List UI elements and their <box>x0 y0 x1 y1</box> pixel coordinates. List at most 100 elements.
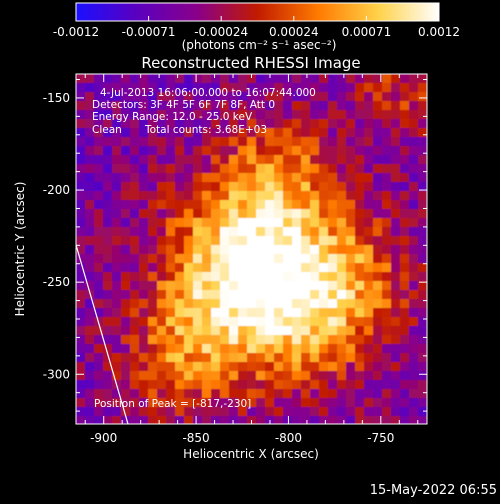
emission-pixel <box>76 281 86 291</box>
emission-pixel <box>148 182 158 192</box>
emission-pixel <box>148 119 158 129</box>
emission-pixel <box>193 209 203 219</box>
emission-pixel <box>175 272 185 282</box>
emission-pixel <box>103 137 113 147</box>
emission-pixel <box>346 227 356 237</box>
emission-pixel <box>355 407 365 417</box>
emission-pixel <box>103 353 113 363</box>
emission-pixel <box>193 236 203 246</box>
emission-pixel <box>391 119 401 129</box>
emission-pixel <box>346 137 356 147</box>
emission-pixel <box>166 155 176 165</box>
emission-pixel <box>121 416 131 424</box>
emission-pixel <box>211 326 221 336</box>
emission-pixel <box>364 101 374 111</box>
emission-pixel <box>121 137 131 147</box>
emission-pixel <box>265 344 275 354</box>
emission-pixel <box>337 128 347 138</box>
emission-pixel <box>355 371 365 381</box>
emission-pixel <box>76 173 86 183</box>
emission-pixel <box>247 128 257 138</box>
emission-pixel <box>130 398 140 408</box>
emission-pixel <box>112 92 122 102</box>
emission-pixel <box>301 308 311 318</box>
emission-pixel <box>274 119 284 129</box>
emission-pixel <box>328 200 338 210</box>
emission-pixel <box>148 164 158 174</box>
emission-pixel <box>130 389 140 399</box>
emission-pixel <box>265 389 275 399</box>
emission-pixel <box>184 299 194 309</box>
emission-pixel <box>283 209 293 219</box>
emission-pixel <box>382 137 392 147</box>
emission-pixel <box>85 74 95 84</box>
emission-pixel <box>256 110 266 120</box>
emission-pixel <box>94 146 104 156</box>
emission-pixel <box>130 272 140 282</box>
emission-pixel <box>157 371 167 381</box>
emission-pixel <box>283 344 293 354</box>
emission-pixel <box>400 83 410 93</box>
emission-pixel <box>355 326 365 336</box>
emission-pixel <box>130 182 140 192</box>
emission-pixel <box>238 281 248 291</box>
emission-pixel <box>346 74 356 84</box>
emission-pixel <box>418 119 427 129</box>
emission-pixel <box>175 416 185 424</box>
emission-pixel <box>76 254 86 264</box>
emission-pixel <box>139 182 149 192</box>
emission-pixel <box>193 110 203 120</box>
emission-pixel <box>175 191 185 201</box>
emission-pixel <box>319 164 329 174</box>
emission-pixel <box>157 236 167 246</box>
emission-pixel <box>157 200 167 210</box>
emission-pixel <box>382 263 392 273</box>
emission-pixel <box>94 227 104 237</box>
emission-pixel <box>256 218 266 228</box>
emission-pixel <box>409 137 419 147</box>
emission-pixel <box>148 209 158 219</box>
emission-pixel <box>247 200 257 210</box>
emission-pixel <box>409 200 419 210</box>
emission-pixel <box>148 416 158 424</box>
emission-pixel <box>193 92 203 102</box>
emission-pixel <box>166 335 176 345</box>
emission-pixel <box>184 101 194 111</box>
emission-pixel <box>166 281 176 291</box>
emission-pixel <box>292 119 302 129</box>
emission-pixel <box>94 110 104 120</box>
emission-pixel <box>337 407 347 417</box>
emission-pixel <box>112 173 122 183</box>
emission-pixel <box>166 173 176 183</box>
emission-pixel <box>220 92 230 102</box>
emission-pixel <box>328 74 338 84</box>
emission-pixel <box>103 173 113 183</box>
emission-pixel <box>148 254 158 264</box>
emission-pixel <box>202 74 212 84</box>
emission-pixel <box>193 227 203 237</box>
emission-pixel <box>193 155 203 165</box>
emission-pixel <box>301 137 311 147</box>
emission-pixel <box>175 317 185 327</box>
emission-pixel <box>337 299 347 309</box>
emission-pixel <box>112 254 122 264</box>
y-tick-label: -200 <box>43 183 70 197</box>
emission-pixel <box>301 119 311 129</box>
emission-pixel <box>256 299 266 309</box>
emission-pixel <box>283 110 293 120</box>
colorbar-tick-label: -0.00071 <box>122 25 176 39</box>
emission-pixel <box>103 209 113 219</box>
emission-pixel <box>274 218 284 228</box>
emission-pixel <box>418 155 427 165</box>
emission-pixel <box>373 416 383 424</box>
emission-pixel <box>391 380 401 390</box>
emission-pixel <box>256 308 266 318</box>
emission-pixel <box>229 299 239 309</box>
emission-pixel <box>382 254 392 264</box>
emission-pixel <box>283 281 293 291</box>
emission-pixel <box>355 200 365 210</box>
emission-pixel <box>157 191 167 201</box>
emission-pixel <box>355 290 365 300</box>
emission-pixel <box>139 110 149 120</box>
emission-pixel <box>301 218 311 228</box>
